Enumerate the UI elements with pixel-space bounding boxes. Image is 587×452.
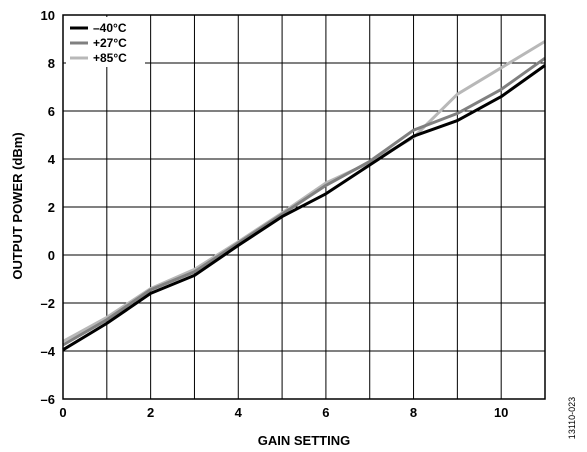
x-tick-label: 4 (235, 405, 243, 420)
plot-frame (62, 14, 546, 400)
legend-label: +85°C (93, 51, 127, 65)
x-axis-title: GAIN SETTING (258, 433, 350, 448)
legend-label: +27°C (93, 36, 127, 50)
y-tick-label: 6 (48, 104, 55, 119)
legend: –40°C+27°C+85°C (66, 17, 145, 67)
y-tick-label: –4 (41, 344, 56, 359)
x-tick-label: 10 (494, 405, 508, 420)
y-tick-label: 2 (48, 200, 55, 215)
grid (63, 15, 545, 399)
x-tick-label: 0 (59, 405, 66, 420)
y-tick-label: 8 (48, 56, 55, 71)
x-tick-label: 2 (147, 405, 154, 420)
series-line (62, 56, 546, 347)
y-tick-label: 4 (48, 152, 56, 167)
y-tick-label: –2 (41, 296, 55, 311)
y-axis-title: OUTPUT POWER (dBm) (10, 132, 25, 279)
y-tick-label: 0 (48, 248, 55, 263)
y-tick-label: –6 (41, 392, 55, 407)
legend-label: –40°C (93, 21, 127, 35)
x-tick-labels: 0 2 4 6 8 10 (59, 405, 508, 420)
figure-id: 13110-023 (567, 397, 577, 439)
x-tick-label: 8 (410, 405, 417, 420)
series-line (62, 40, 546, 343)
y-tick-label: 10 (41, 8, 55, 23)
series-layer (62, 40, 546, 352)
y-tick-labels: –6 –4 –2 0 2 4 6 8 10 (41, 8, 56, 407)
x-tick-label: 6 (322, 405, 329, 420)
series-line (62, 64, 546, 352)
